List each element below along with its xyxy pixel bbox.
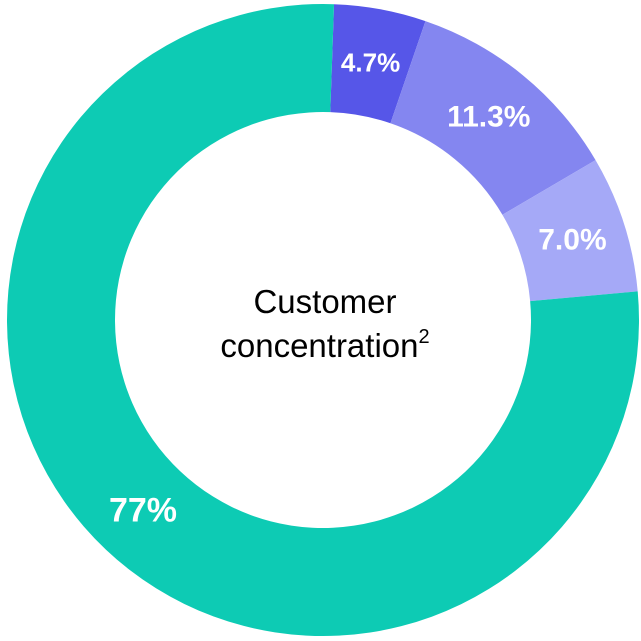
- slice-labels: 4.7% 11.3% 7.0% 77%: [109, 47, 607, 529]
- slice-label-2: 11.3%: [447, 101, 530, 134]
- center-label-line2: concentration: [220, 327, 419, 364]
- donut-slice-4: [7, 4, 639, 637]
- center-label-line1: Customer: [253, 283, 397, 320]
- slice-label-4: 77%: [109, 491, 177, 529]
- donut-slices: [7, 4, 639, 637]
- donut-slice-1: [330, 4, 426, 124]
- donut-slice-3: [502, 160, 638, 302]
- slice-label-1: 4.7%: [341, 47, 400, 77]
- footnote-marker: 2: [418, 326, 430, 348]
- slice-label-3: 7.0%: [538, 223, 606, 256]
- center-label: Customer concentration2: [160, 280, 490, 368]
- center-label-line2-wrap: concentration2: [160, 324, 490, 368]
- donut-slice-2: [390, 21, 596, 215]
